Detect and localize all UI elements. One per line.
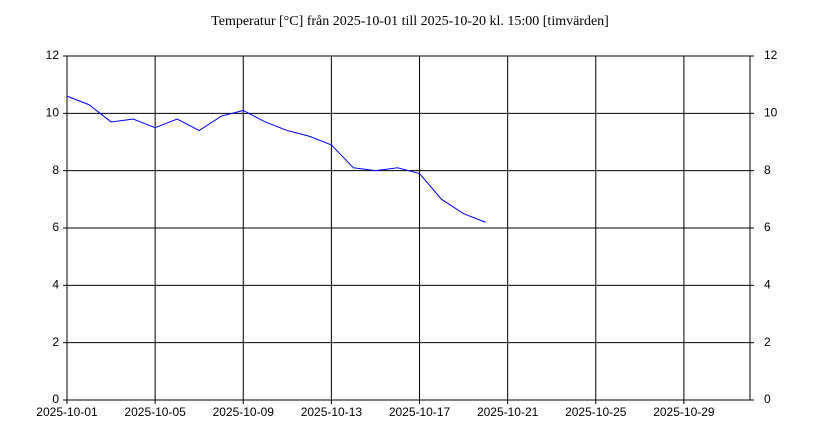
x-tick-label: 2025-10-09	[213, 405, 275, 419]
x-tick-label: 2025-10-13	[301, 405, 363, 419]
y-tick-label: 2	[52, 335, 59, 349]
y-tick-label: 12	[46, 48, 60, 62]
x-tick-label: 2025-10-21	[477, 405, 539, 419]
y2-tick-label: 2	[764, 335, 771, 349]
y-tick-label: 6	[52, 220, 59, 234]
x-tick-label: 2025-10-17	[389, 405, 451, 419]
x-tick-label: 2025-10-29	[653, 405, 715, 419]
y-tick-label: 4	[52, 278, 59, 292]
y2-tick-label: 6	[764, 220, 771, 234]
chart-title: Temperatur [°C] från 2025-10-01 till 202…	[211, 14, 609, 29]
y2-tick-label: 12	[764, 48, 778, 62]
y2-tick-label: 10	[764, 106, 778, 120]
y2-tick-label: 4	[764, 278, 771, 292]
y-tick-label: 0	[52, 392, 59, 406]
x-tick-label: 2025-10-05	[124, 405, 186, 419]
y-tick-label: 10	[46, 106, 60, 120]
y2-tick-label: 8	[764, 163, 771, 177]
plot-frame	[66, 55, 751, 401]
data-line	[66, 95, 486, 223]
x-tick-label: 2025-10-25	[565, 405, 627, 419]
y-tick-label: 8	[52, 163, 59, 177]
x-tick-label: 2025-10-01	[36, 405, 98, 419]
y2-tick-label: 0	[764, 392, 771, 406]
